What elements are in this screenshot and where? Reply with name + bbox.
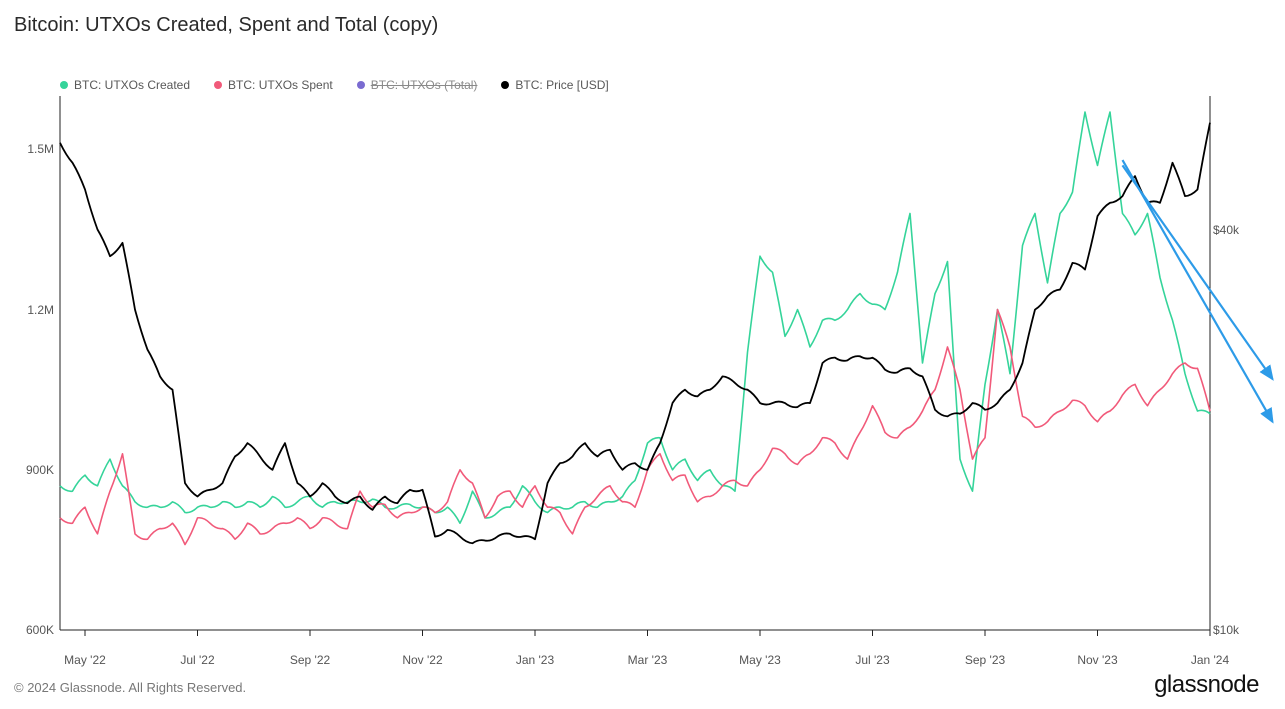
copyright-text: © 2024 Glassnode. All Rights Reserved. — [14, 680, 246, 695]
x-tick-label: Nov '22 — [402, 653, 442, 667]
brand-logo: glassnode — [1154, 671, 1259, 699]
chart-svg — [0, 0, 1285, 709]
x-tick-label: Jan '23 — [516, 653, 554, 667]
x-axis-labels: May '22 Jul '22 Sep '22 Nov '22 Jan '23 Mar '… — [0, 653, 1285, 669]
y-right-tick-label: $10k — [1213, 623, 1239, 637]
series-utxos_spent — [60, 310, 1210, 545]
x-tick-label: Mar '23 — [628, 653, 668, 667]
x-tick-label: May '23 — [739, 653, 781, 667]
y-left-tick-label: 1.2M — [27, 303, 54, 317]
chart-area: 600K 900K 1.2M 1.5M $10k $40k May '22 Jul '22… — [0, 0, 1285, 709]
x-tick-label: Sep '22 — [290, 653, 330, 667]
x-tick-label: Sep '23 — [965, 653, 1005, 667]
annotation-arrow — [1123, 165, 1273, 379]
y-left-tick-label: 1.5M — [27, 142, 54, 156]
x-tick-label: Nov '23 — [1077, 653, 1117, 667]
x-tick-label: Jul '22 — [180, 653, 214, 667]
y-left-tick-label: 600K — [26, 623, 54, 637]
x-tick-label: Jul '23 — [855, 653, 889, 667]
y-right-tick-label: $40k — [1213, 223, 1239, 237]
x-tick-label: Jan '24 — [1191, 653, 1229, 667]
y-left-tick-label: 900K — [26, 463, 54, 477]
x-tick-label: May '22 — [64, 653, 106, 667]
